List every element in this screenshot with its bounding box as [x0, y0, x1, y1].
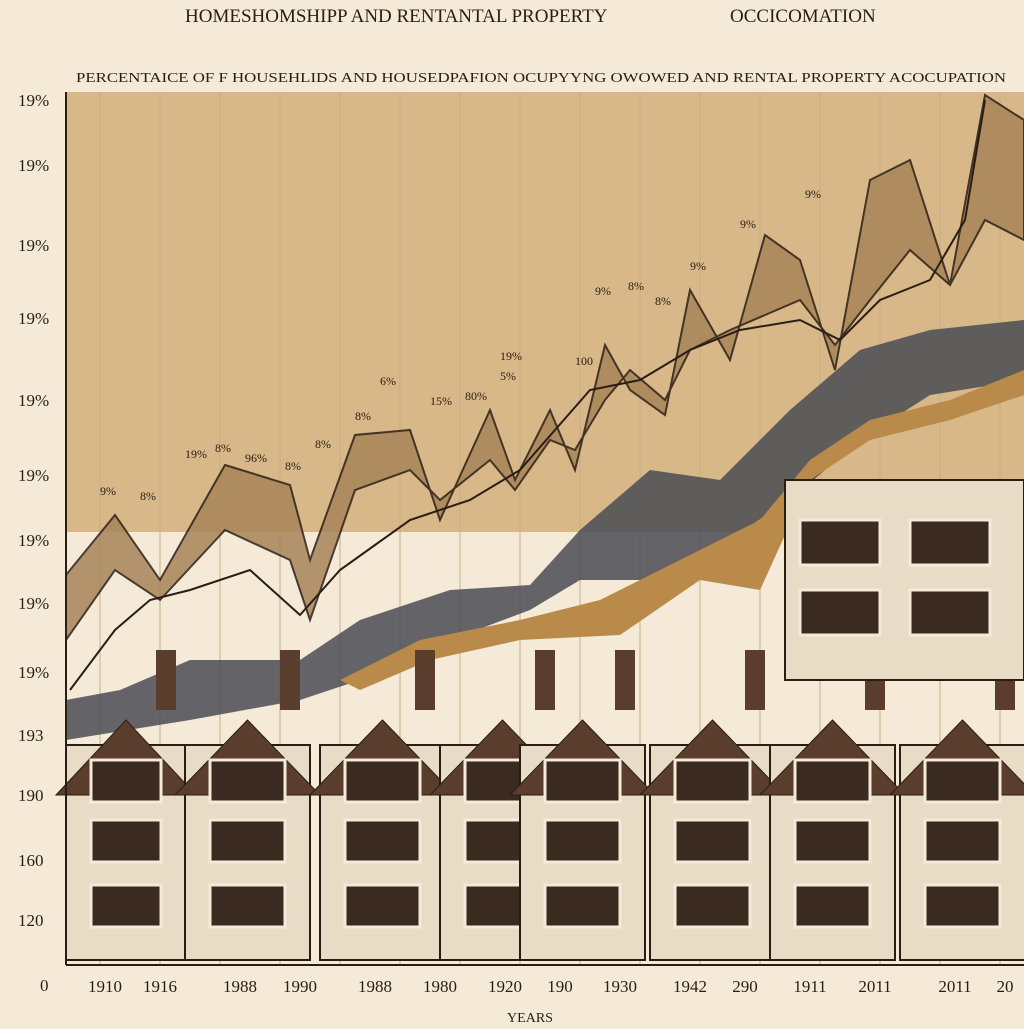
labels: 19% 19% 19% 19% 19% 19% 19% 19% 19% 193 190 160 120 0…	[18, 91, 1014, 996]
plot-shade	[66, 92, 1024, 532]
subtitle: PERCENTAICE OF F HOUSEHLIDS AND HOUSEDPA…	[76, 70, 1006, 85]
x-tick-label: 290	[732, 977, 758, 996]
window	[208, 818, 287, 864]
title: HOMESHOMSHIPP AND RENTANTAL PROPERTY	[185, 6, 608, 27]
window	[793, 818, 872, 864]
window	[89, 818, 163, 864]
annotation: 8%	[355, 409, 371, 423]
x-tick-label: 1930	[603, 977, 637, 996]
x-axis-title: YEARS	[507, 1011, 553, 1024]
window	[208, 758, 287, 804]
annotation: 19%	[185, 447, 207, 461]
houses	[54, 479, 1024, 961]
annotation: 9%	[740, 217, 756, 231]
chimney	[535, 650, 555, 710]
band-top	[65, 93, 1024, 644]
window	[343, 883, 422, 929]
window	[798, 588, 882, 637]
x-tick-label: 1910	[88, 977, 122, 996]
annotation: 15%	[430, 394, 452, 408]
x-tick-label: 1916	[143, 977, 177, 996]
window	[673, 818, 752, 864]
annotation: 8%	[215, 441, 231, 455]
window	[908, 518, 992, 567]
house-back	[784, 479, 1024, 681]
annotation: 9%	[805, 187, 821, 201]
y-tick-label: 19%	[18, 531, 49, 550]
x-tick-label: 1990	[283, 977, 317, 996]
window	[543, 758, 622, 804]
chimney	[280, 650, 300, 710]
window	[923, 883, 1002, 929]
x-tick-label: 1980	[423, 977, 457, 996]
chimney	[615, 650, 635, 710]
y-tick-label: 190	[18, 786, 44, 805]
y-tick-label: 120	[18, 911, 44, 930]
y-tick-label: 19%	[18, 91, 49, 110]
y-tick-label: 19%	[18, 309, 49, 328]
annotation: 9%	[595, 284, 611, 298]
window	[89, 758, 163, 804]
window	[793, 883, 872, 929]
x-tick-label: 2011	[938, 977, 971, 996]
x-tick-label: 1988	[358, 977, 392, 996]
y-tick-label: 19%	[18, 466, 49, 485]
x-tick-label: 20	[997, 977, 1014, 996]
chimney	[745, 650, 765, 710]
window	[343, 758, 422, 804]
y-tick-label: 0	[40, 976, 49, 995]
y-tick-label: 19%	[18, 391, 49, 410]
band-dark	[66, 320, 1024, 740]
window	[798, 518, 882, 567]
window	[923, 758, 1002, 804]
annotation: 6%	[380, 374, 396, 388]
x-tick-label: 1920	[488, 977, 522, 996]
annotation: 8%	[140, 489, 156, 503]
annotation: 19%	[500, 349, 522, 363]
x-tick-label: 2011	[858, 977, 891, 996]
window	[343, 818, 422, 864]
y-tick-label: 19%	[18, 156, 49, 175]
x-tick-label: 1911	[793, 977, 826, 996]
y-tick-label: 193	[18, 726, 44, 745]
chimney	[156, 650, 176, 710]
x-tick-label: 1988	[223, 977, 257, 996]
y-tick-label: 19%	[18, 663, 49, 682]
window	[923, 818, 1002, 864]
annotation: 8%	[628, 279, 644, 293]
x-tick-label: 1942	[673, 977, 707, 996]
title-right: OCCICOMATION	[730, 6, 876, 27]
annotation: 96%	[245, 451, 267, 465]
y-tick-label: 160	[18, 851, 44, 870]
window	[793, 758, 872, 804]
annotation: 5%	[500, 369, 516, 383]
y-tick-label: 19%	[18, 594, 49, 613]
window	[208, 883, 287, 929]
y-tick-label: 19%	[18, 236, 49, 255]
band-gold	[340, 370, 1024, 690]
annotation: 100	[575, 354, 593, 368]
trend-line	[69, 99, 986, 691]
window	[673, 758, 752, 804]
x-tick-label: 190	[547, 977, 573, 996]
annotation: 8%	[285, 459, 301, 473]
annotation: 8%	[655, 294, 671, 308]
annotation: 8%	[315, 437, 331, 451]
annotation: 80%	[465, 389, 487, 403]
window	[543, 883, 622, 929]
window	[89, 883, 163, 929]
window	[543, 818, 622, 864]
annotation: 9%	[100, 484, 116, 498]
window	[673, 883, 752, 929]
annotation: 9%	[690, 259, 706, 273]
bands	[65, 93, 1024, 740]
chimney	[415, 650, 435, 710]
window	[908, 588, 992, 637]
